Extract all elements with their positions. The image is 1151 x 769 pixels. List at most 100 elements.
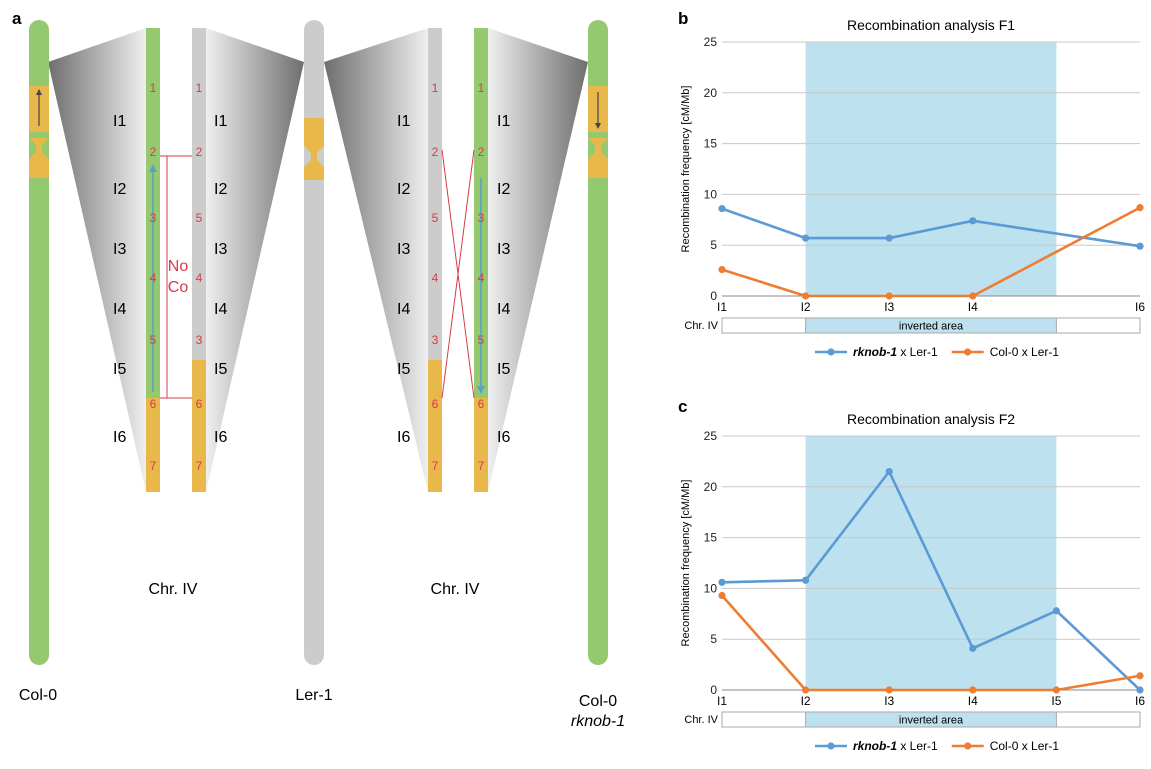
crossover-lines [441,149,475,399]
marker-ler-left-6: 6 [196,397,203,411]
x-tick-label-i6: I6 [1135,300,1145,314]
marker-ler-left-7: 7 [196,459,203,473]
y-tick-label: 15 [704,137,718,151]
marker-rknob-5: 5 [478,333,485,347]
marker-ler-left-5: 5 [196,211,203,225]
strip-col0 [146,28,160,492]
interval-label-i4: I4 [497,301,510,318]
chr-bar-inverted [805,317,1057,334]
marker-rknob-3: 3 [478,211,485,225]
interval-label-i5: I5 [497,361,510,378]
chromosome-col0 [29,20,49,665]
data-point [718,578,726,586]
series-line-1 [721,594,1141,692]
marker-col0-2: 2 [150,145,157,159]
data-point [718,265,726,274]
marker-rknob-7: 7 [478,459,485,473]
interval-label-i6: I6 [214,429,227,446]
y-tick-label: 10 [704,581,718,595]
marker-ler-left-3: 3 [196,333,203,347]
chromosome-ler [304,20,324,665]
marker-col0-5: 5 [150,333,157,347]
legend-marker-1 [964,742,972,750]
marker-rknob-1: 1 [478,81,485,95]
data-point [1052,686,1060,694]
chart-f2: 0 5 10 15 20 25 Recombination analysis F2 Recom… [680,411,1145,753]
chr-bar-label: Chr. IV [684,714,718,726]
no-co-line2: Co [168,279,189,296]
interval-label-i2: I2 [214,181,227,198]
marker-ler-right-4: 4 [432,271,439,285]
data-point [1136,686,1144,694]
interval-labels: I1 I2 I3 I4 I5 I6 I1 I2 I3 I4 I5 I6 I1 I2 I3 I4 I5 I6 I1 I2… [113,113,510,446]
panel-a-label: a [12,9,22,28]
interval-label-i4: I4 [397,301,410,318]
interval-label-i1: I1 [397,113,410,130]
inverted-area-text: inverted area [899,321,964,333]
interval-label-i3: I3 [397,241,410,258]
interval-label-i5: I5 [214,361,227,378]
marker-col0-3: 3 [150,211,157,225]
data-point [718,591,726,600]
chr-label-left: Chr. IV [149,581,198,598]
strip-rknob [474,28,488,492]
data-point [885,292,893,300]
marker-ler-left-4: 4 [196,271,203,285]
marker-col0-6: 6 [150,397,157,411]
marker-rknob-6: 6 [478,397,485,411]
strain-col0: Col-0 [19,687,57,704]
marker-ler-left-2: 2 [196,145,203,159]
y-tick-label: 5 [710,632,717,646]
legend-entry-1: Col-0 x Ler-1 [990,345,1060,359]
legend-entry-0: rknob-1 x Ler-1 [853,345,938,359]
x-tick-label-i1: I1 [717,300,727,314]
strain-ler: Ler-1 [295,687,332,704]
marker-ler-right-5: 5 [432,211,439,225]
panel-a: a [12,9,625,730]
chart-title: Recombination analysis F2 [847,411,1015,427]
y-tick-label: 20 [704,480,718,494]
interval-label-i2: I2 [497,181,510,198]
data-point [1052,607,1060,615]
x-tick-label-i6: I6 [1135,694,1145,708]
interval-label-i2: I2 [113,181,126,198]
interval-label-i3: I3 [497,241,510,258]
data-point [1136,242,1144,250]
marker-rknob-2: 2 [478,145,485,159]
data-point [969,686,977,694]
data-point [969,292,977,300]
fan-col0 [48,28,146,492]
interval-label-i4: I4 [113,301,126,318]
panel-c: c 0 5 10 15 20 25 Recombination analysis F2 Rec… [678,397,1145,753]
interval-label-i5: I5 [113,361,126,378]
marker-col0-4: 4 [150,271,157,285]
series-line-0 [721,470,1141,691]
strip-ler-right [428,28,442,492]
legend-marker-1 [964,348,972,356]
data-point [802,292,810,300]
data-point [1136,204,1144,212]
no-crossover-box: No Co [160,155,192,399]
data-point [802,234,810,242]
interval-label-i1: I1 [214,113,227,130]
data-point [885,686,893,694]
y-tick-label: 10 [704,187,718,201]
data-point [1136,672,1144,680]
chart-f1: 0 5 10 15 20 25 Recombination analysis F1 Recom… [680,17,1145,359]
y-tick-label: 15 [704,531,718,545]
panel-c-label: c [678,397,687,416]
chromosome-rknob [588,20,608,665]
x-tick-label-i1: I1 [717,694,727,708]
marker-ler-left-1: 1 [196,81,203,95]
legend-entry-0: rknob-1 x Ler-1 [853,739,938,753]
strain-rknob-line1: Col-0 [579,693,617,710]
data-point [718,205,726,213]
y-axis-label: Recombination frequency [cM/Mb] [680,480,692,647]
marker-col0-1: 1 [150,81,157,95]
panel-b: b 0 5 10 15 20 25 Recombination analysis F1 Rec… [678,9,1145,359]
x-tick-label-i3: I3 [884,694,894,708]
y-tick-label: 25 [704,429,718,443]
data-point [885,467,893,476]
legend-entry-1: Col-0 x Ler-1 [990,739,1060,753]
interval-label-i1: I1 [113,113,126,130]
